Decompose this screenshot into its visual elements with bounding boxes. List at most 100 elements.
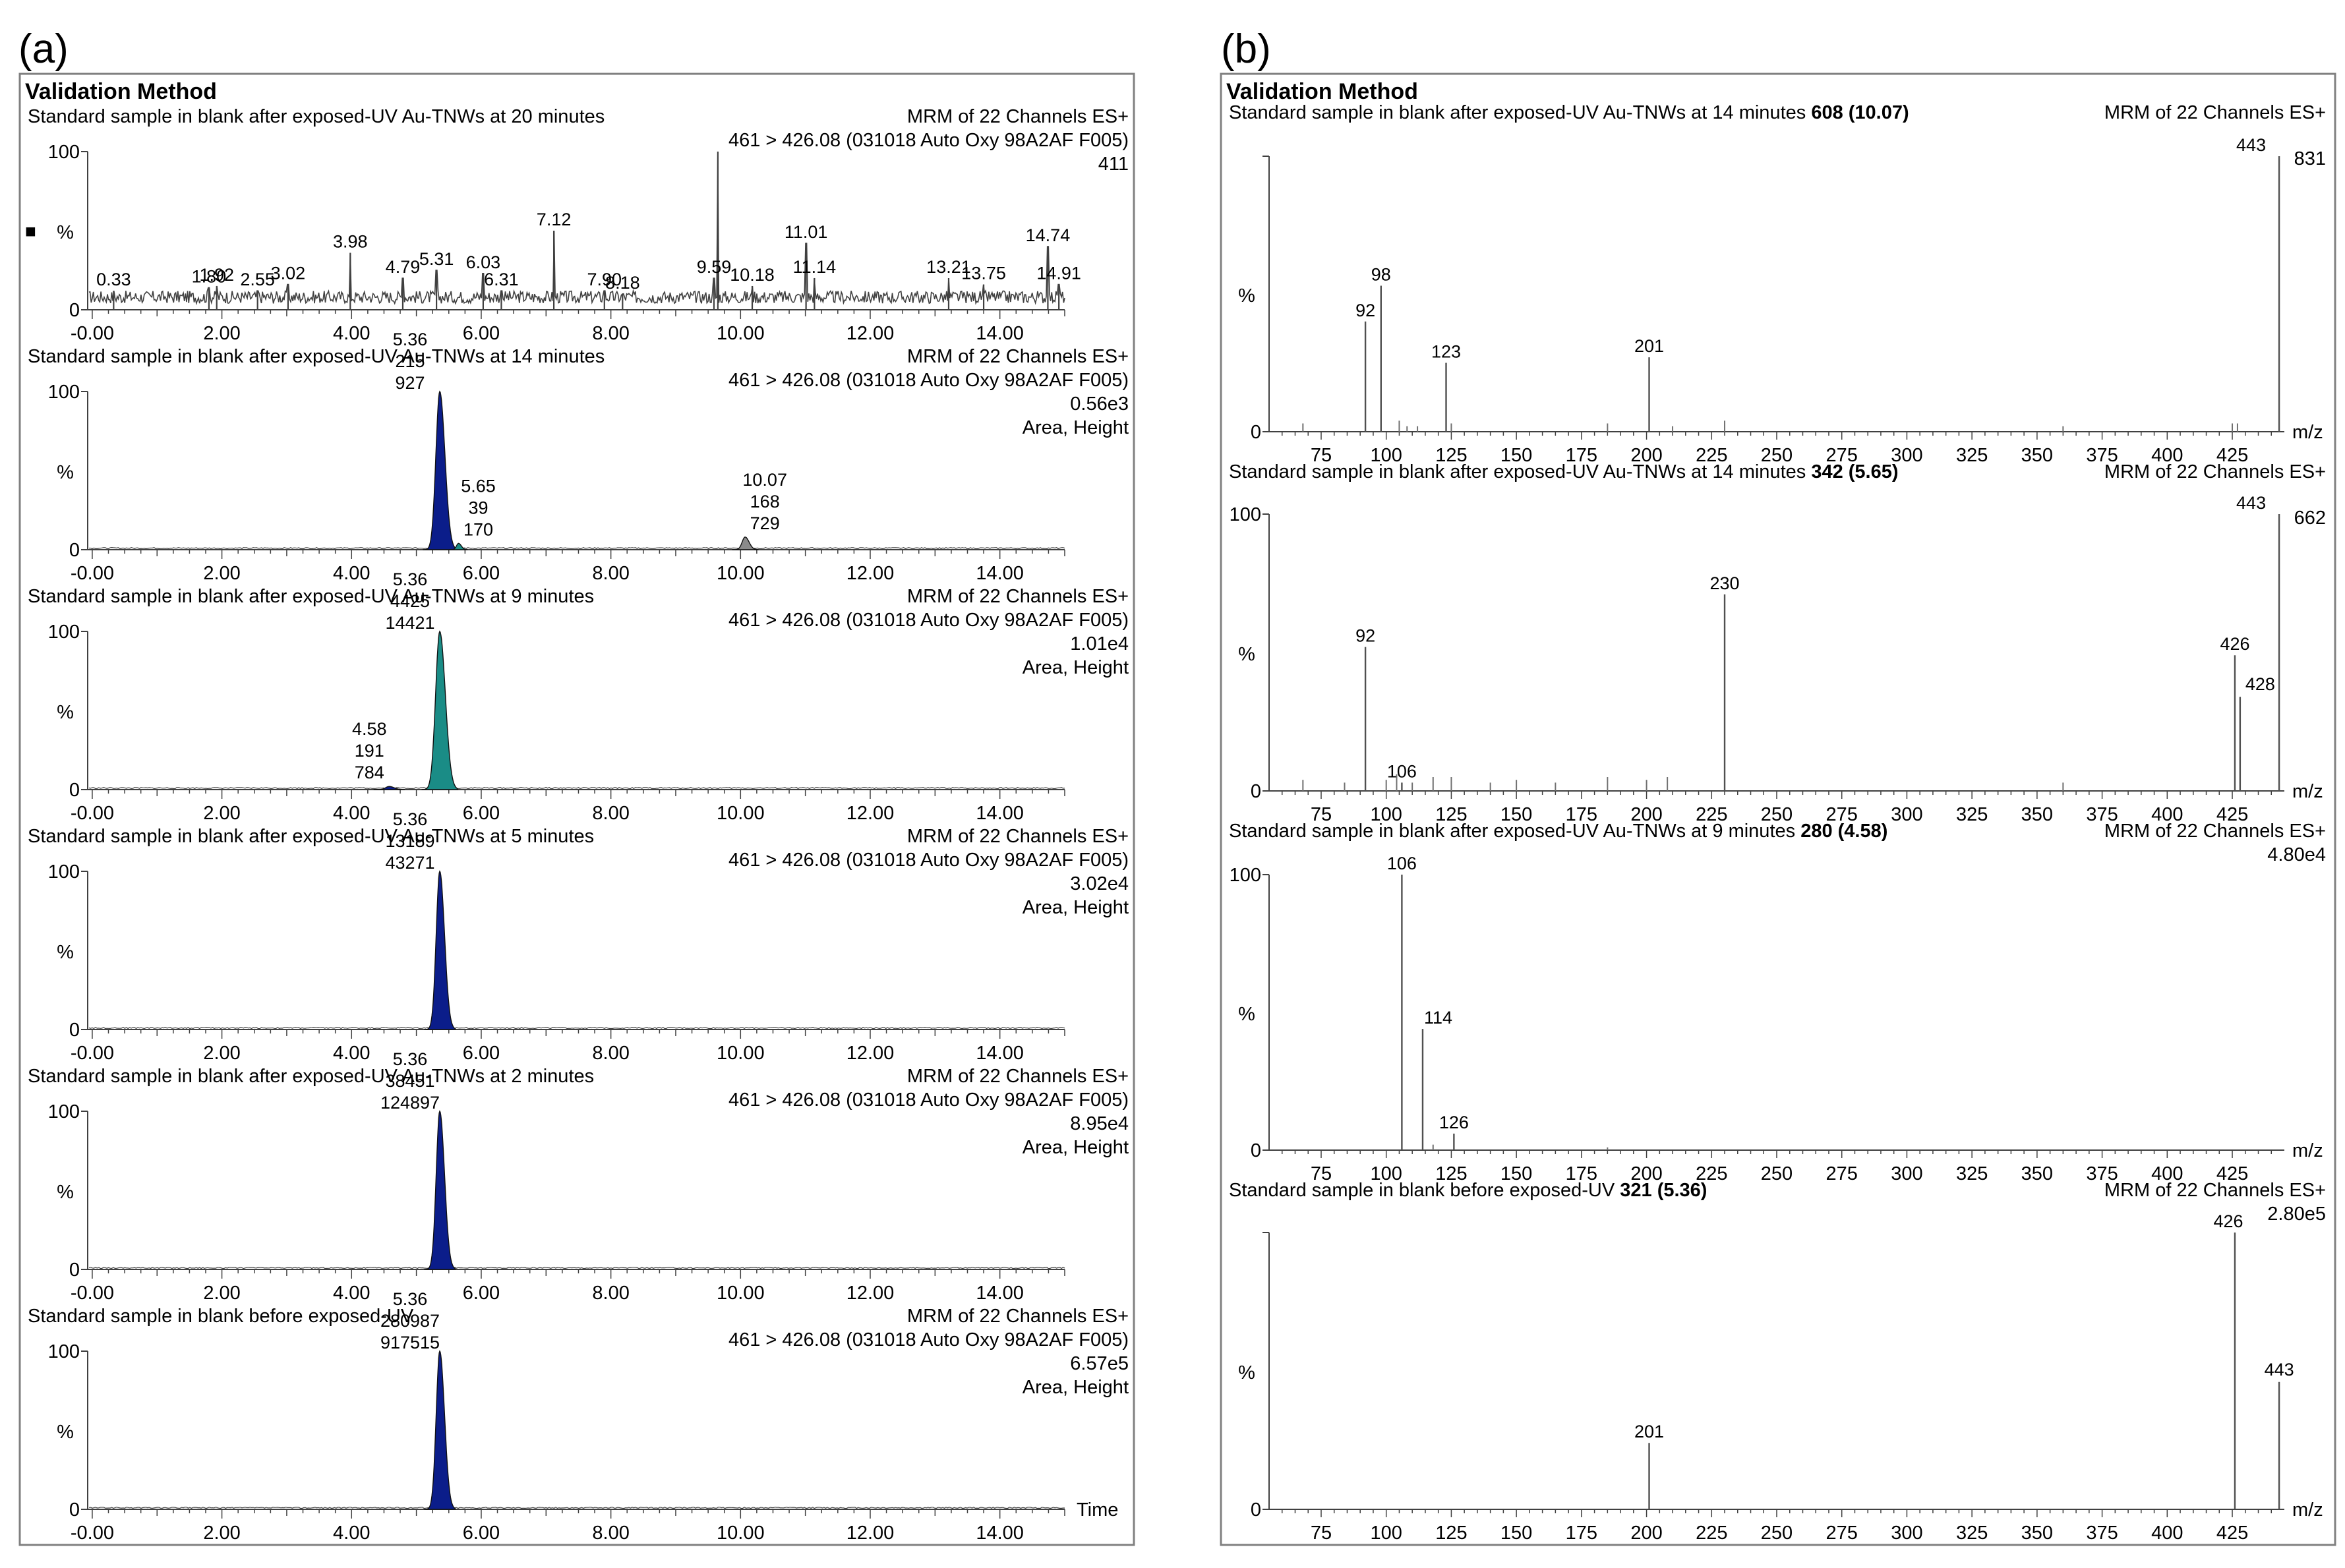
x-tick-label: 6.00 [463,1043,500,1064]
spectrum-header-line: MRM of 22 Channels ES+ [2104,102,2326,123]
y-bottom-label: 0 [1251,1499,1261,1521]
peak-rt-label: 13.75 [961,264,1006,283]
peak-label: 215 [395,351,425,371]
peak-label: 927 [395,373,425,393]
y-top-label: 100 [1230,865,1261,886]
peak-label: 39 [469,498,489,517]
y-axis-label: % [57,1422,74,1443]
panel-a-frame [18,73,1135,1546]
x-tick-label: 75 [1311,804,1332,825]
x-tick-label: 300 [1891,445,1922,466]
y-top-label: 100 [48,382,80,403]
peak-label: 729 [750,513,780,533]
spectrum-title: Standard sample in blank before exposed-… [1229,1180,1707,1201]
peak-rt-label: 4.79 [386,257,421,277]
spectrum-scan: 608 (10.07) [1811,102,1909,123]
x-tick-label: 325 [1956,804,1988,825]
y-axis-label: % [57,462,74,483]
x-tick-label: 12.00 [846,1283,895,1304]
x-tick-label: 275 [1826,804,1858,825]
x-tick-label: 2.00 [203,1523,240,1544]
x-tick-label: 175 [1566,1163,1597,1184]
chromatogram-baseline [88,786,1065,790]
x-tick-label: 350 [2021,1163,2053,1184]
x-tick-label: 14.00 [976,1523,1024,1544]
x-tick-label: 12.00 [846,803,895,824]
spectrum-header-line: MRM of 22 Channels ES+ [2104,821,2326,842]
peak-mz-label: 106 [1387,761,1417,781]
x-tick-label: 150 [1500,1523,1532,1544]
x-tick-label: 8.00 [592,1523,629,1544]
x-tick-label: 425 [2216,1163,2248,1184]
spectrum-title: Standard sample in blank after exposed-U… [1229,102,1909,123]
trace-header-line: MRM of 22 Channels ES+ [907,586,1129,607]
y-top-label: 100 [48,861,80,883]
x-tick-label: 14.00 [976,1043,1024,1064]
peak-mz-label: 106 [1387,854,1417,873]
x-tick-label: 275 [1826,445,1858,466]
x-tick-label: 425 [2216,445,2248,466]
x-tick-label: 2.00 [203,323,240,344]
peak-rt-label: 14.74 [1026,225,1071,245]
peak-rt-label: 14.91 [1036,264,1081,283]
x-tick-label: 325 [1956,445,1988,466]
x-tick-label: 125 [1435,1163,1467,1184]
peak-rt-label: 1.80 [192,266,227,286]
x-tick-label: 225 [1696,445,1727,466]
peak-label: 191 [355,741,384,761]
peak-label: 5.36 [393,569,428,589]
peak-mz-label: 114 [1424,1008,1452,1028]
trace-title: Standard sample in blank after exposed-U… [28,586,594,607]
integrated-peak [449,542,468,550]
trace-header-line: MRM of 22 Channels ES+ [907,1066,1129,1087]
trace-title: Standard sample in blank before exposed-… [28,1306,414,1327]
trace-header-line: 461 > 426.08 (031018 Auto Oxy 98A2AF F00… [728,1329,1129,1350]
chromatogram-baseline [88,546,1065,550]
mass-spectrum-0: Standard sample in blank after exposed-U… [1229,102,2326,466]
x-tick-label: 400 [2151,1523,2183,1544]
x-tick-label: 350 [2021,445,2053,466]
x-tick-label: 400 [2151,445,2183,466]
mass-spectrum-1: Standard sample in blank after exposed-U… [1229,461,2326,825]
integrated-peak [424,870,456,1030]
trace-header-line: 461 > 426.08 (031018 Auto Oxy 98A2AF F00… [728,850,1129,871]
chromatogram-5: Standard sample in blank before exposed-… [28,1289,1129,1544]
spectrum-title: Standard sample in blank after exposed-U… [1229,461,1899,482]
x-tick-label: 225 [1696,1523,1727,1544]
trace-header-line: 1.01e4 [1070,633,1129,654]
peak-mz-label: 443 [2265,1360,2294,1379]
x-tick-label: 2.00 [203,563,240,584]
x-tick-label: 250 [1761,1523,1793,1544]
x-tick-label: 225 [1696,1163,1727,1184]
peak-rt-label: 9.59 [697,257,732,277]
panel-b-method-title: Validation Method [1226,79,1418,104]
x-tick-label: 8.00 [592,803,629,824]
peak-label: 124897 [380,1093,440,1113]
x-tick-label: 200 [1630,445,1662,466]
x-tick-label: -0.00 [71,1043,114,1064]
x-tick-label: 2.00 [203,1043,240,1064]
x-tick-label: 150 [1500,1163,1532,1184]
x-tick-label: 175 [1566,445,1597,466]
peak-label: 5.65 [461,476,496,496]
x-tick-label: 4.00 [333,1283,370,1304]
spectrum-title: Standard sample in blank after exposed-U… [1229,821,1887,842]
y-axis-label: % [57,1182,74,1203]
spectrum-scan: 280 (4.58) [1800,821,1887,842]
peak-label: 13189 [385,831,434,851]
peak-mz-label: 426 [2220,634,2249,654]
chromatogram-4: Standard sample in blank after exposed-U… [28,1049,1129,1304]
trace-header-line: Area, Height [1023,1377,1129,1398]
x-tick-label: 125 [1435,804,1467,825]
trace-header-line: MRM of 22 Channels ES+ [907,1306,1129,1327]
spectrum-title-text: Standard sample in blank before exposed-… [1229,1180,1620,1201]
mass-spectrum-2: Standard sample in blank after exposed-U… [1229,821,2326,1184]
trace-header-line: MRM of 22 Channels ES+ [907,106,1129,127]
x-tick-label: 100 [1370,804,1402,825]
y-top-label: 100 [48,142,80,163]
trace-header-line: 6.57e5 [1070,1353,1129,1374]
x-tick-label: 175 [1566,1523,1597,1544]
x-tick-label: 150 [1500,445,1532,466]
x-tick-label: 325 [1956,1523,1988,1544]
x-tick-label: 400 [2151,1163,2183,1184]
